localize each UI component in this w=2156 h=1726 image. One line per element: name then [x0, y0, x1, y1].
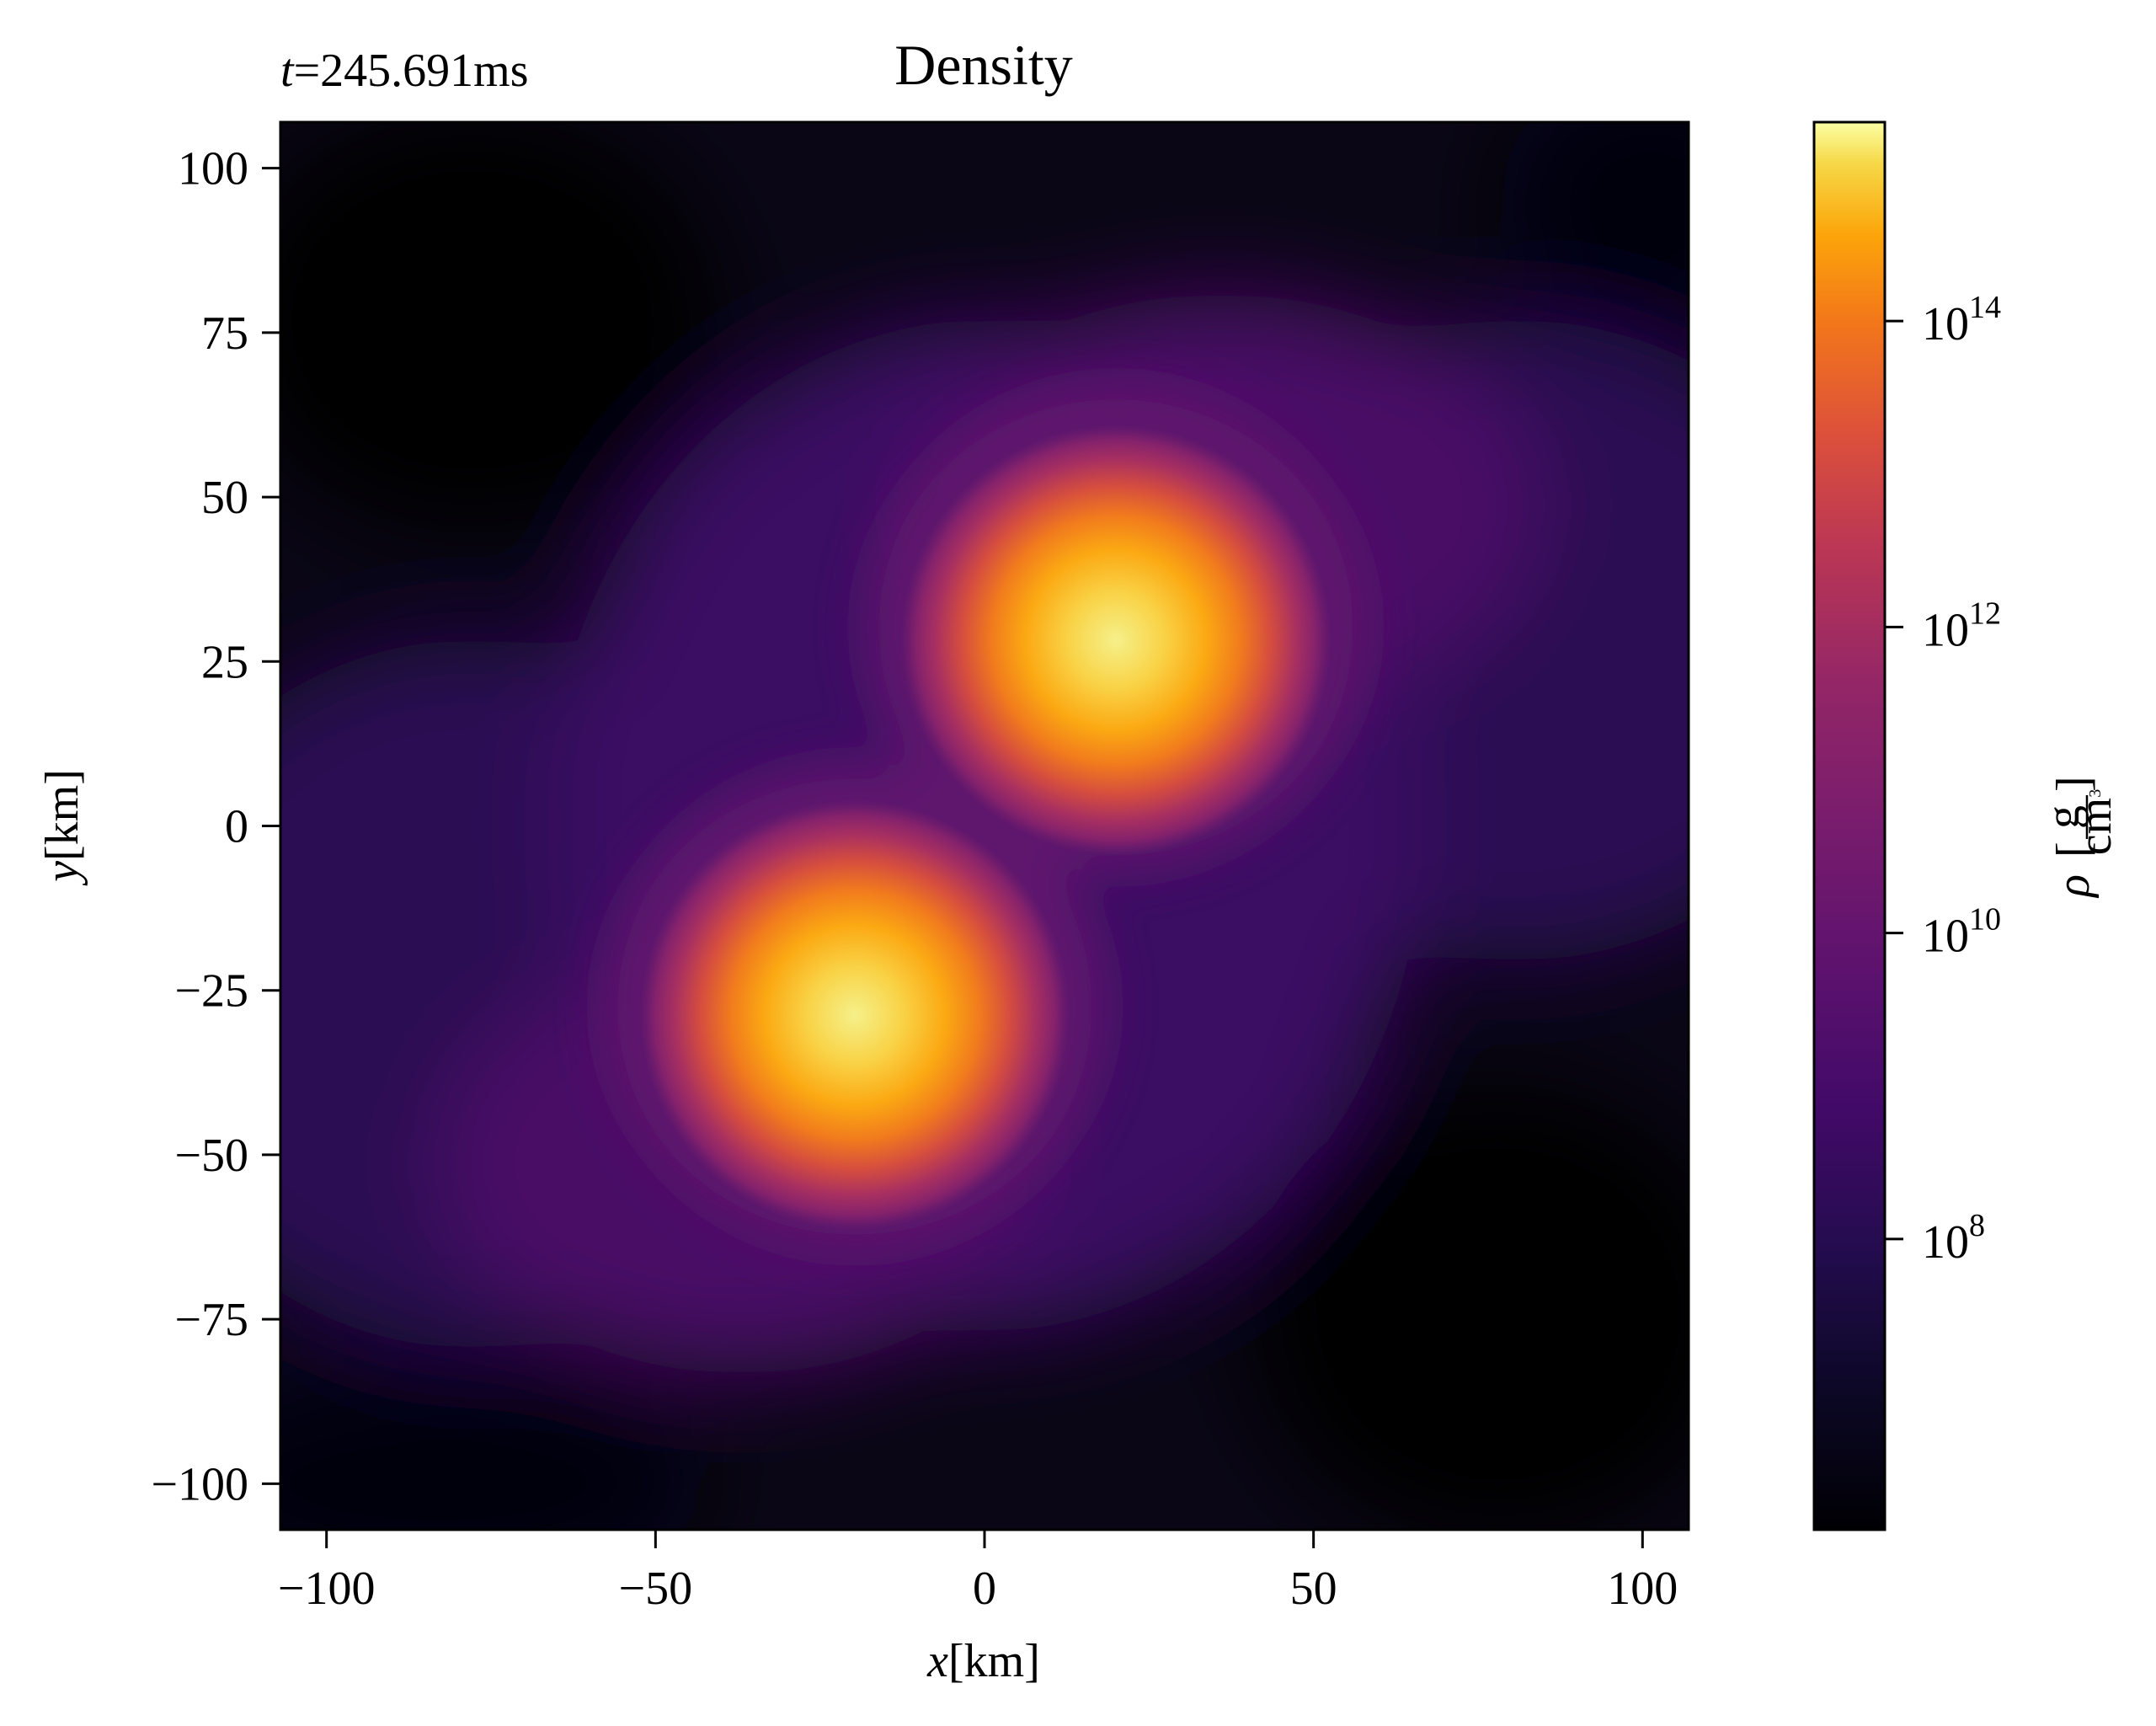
x-tick-label: 0 — [973, 1563, 996, 1615]
y-tick-label: 25 — [201, 636, 248, 688]
colorbar-tick-label: 1010 — [1922, 902, 2001, 963]
colorbar-label-bracket-right: ] — [2047, 776, 2100, 792]
x-tick-label: 50 — [1290, 1563, 1337, 1615]
x-tick-label: −100 — [278, 1563, 376, 1615]
void-top-left — [280, 122, 724, 539]
time-annotation: t=245.691ms — [280, 45, 529, 97]
y-tick-label: 100 — [178, 143, 248, 195]
y-tick-label: −50 — [174, 1130, 248, 1182]
y-tick-label: 75 — [201, 307, 248, 360]
colorbar-tick-label: 108 — [1922, 1208, 1985, 1269]
colorbar-tick-label: 1014 — [1922, 290, 2001, 350]
chart-title: Density — [894, 33, 1073, 97]
x-axis-label: x[km] — [926, 1635, 1040, 1687]
y-tick-label: −75 — [174, 1294, 248, 1346]
void-top-right — [1499, 122, 1689, 337]
y-tick-label: −100 — [151, 1458, 248, 1510]
colorbar-label-var: ρ — [2047, 874, 2100, 899]
x-axis-ticks: −100 −50 0 50 100 — [278, 1530, 1678, 1615]
void-bottom-left — [280, 1365, 707, 1530]
x-tick-label: −50 — [619, 1563, 693, 1615]
colorbar-tick-label: 1012 — [1922, 596, 2001, 656]
colorbar-label-num: g — [2037, 805, 2089, 829]
colorbar-ticks: 108 1010 1012 1014 — [1885, 290, 2001, 1269]
x-tick-label: 100 — [1607, 1563, 1678, 1615]
y-axis-ticks: −100 −75 −50 −25 0 25 50 75 100 — [151, 143, 280, 1510]
void-bottom-right — [1246, 1078, 1689, 1530]
y-axis-label: y[km] — [36, 769, 88, 886]
colorbar-label: ρ [ g cm3 ] — [2037, 776, 2121, 899]
y-tick-label: 50 — [201, 472, 248, 524]
y-tick-label: 0 — [225, 801, 248, 853]
colorbar — [1812, 120, 1886, 1531]
heatmap — [280, 122, 1689, 1530]
core-upper — [901, 425, 1331, 855]
core-lower — [640, 800, 1070, 1230]
colorbar-label-bracket-left: [ — [2047, 842, 2100, 858]
colorbar-label-den: cm3 — [2069, 789, 2121, 855]
y-tick-label: −25 — [174, 965, 248, 1018]
